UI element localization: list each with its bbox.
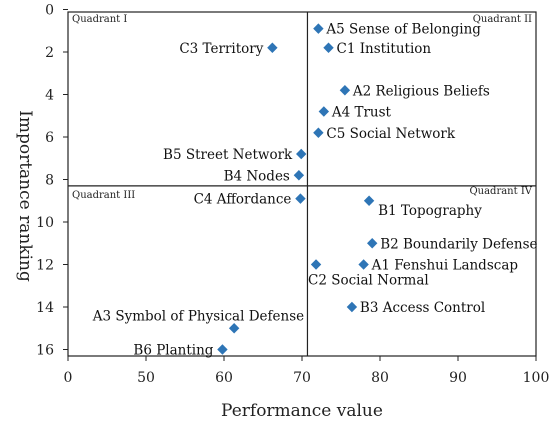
quadrant-label-1: Quadrant I bbox=[72, 14, 127, 25]
x-tick-label: 0 bbox=[64, 370, 73, 386]
quadrant-label-4: Quadrant IV bbox=[469, 186, 532, 197]
point-marker bbox=[358, 259, 369, 270]
y-tick-label: 10 bbox=[36, 215, 54, 231]
x-tick-label: 50 bbox=[137, 370, 155, 386]
quadrant-label-2: Quadrant II bbox=[473, 14, 532, 25]
point-marker bbox=[267, 42, 278, 53]
quadrant-label-3: Quadrant III bbox=[72, 190, 135, 201]
x-tick-label: 100 bbox=[523, 370, 550, 386]
point-label: B4 Nodes bbox=[224, 168, 290, 184]
point-label: A3 Symbol of Physical Defense bbox=[92, 308, 304, 324]
y-tick-label: 4 bbox=[45, 88, 54, 104]
point-label: B2 Boundarily Defense bbox=[380, 236, 537, 252]
y-tick-label: 12 bbox=[36, 258, 54, 274]
point-marker bbox=[339, 85, 351, 96]
point-label: A2 Religious Beliefs bbox=[352, 83, 490, 99]
y-tick-label: 0 bbox=[45, 3, 54, 19]
point-marker bbox=[228, 323, 240, 334]
point-marker bbox=[217, 344, 228, 355]
y-tick-label: 6 bbox=[45, 130, 54, 146]
x-tick-label: 90 bbox=[449, 370, 467, 386]
point-label: B6 Planting bbox=[133, 343, 213, 359]
point-label: C3 Territory bbox=[179, 41, 263, 57]
y-tick-label: 14 bbox=[36, 300, 54, 316]
point-marker bbox=[346, 301, 358, 313]
point-marker bbox=[313, 127, 324, 138]
point-marker bbox=[310, 259, 322, 270]
point-label: B5 Street Network bbox=[163, 147, 293, 163]
point-marker bbox=[323, 42, 334, 53]
point-marker bbox=[367, 238, 378, 249]
y-axis-title: Importance ranking bbox=[15, 110, 35, 282]
point-marker bbox=[293, 170, 305, 181]
point-marker bbox=[295, 193, 306, 204]
y-tick-label: 16 bbox=[36, 343, 54, 359]
point-label: A1 Fenshui Landscap bbox=[371, 258, 518, 274]
point-marker bbox=[363, 195, 375, 206]
x-tick-label: 70 bbox=[293, 370, 311, 386]
point-label: B3 Access Control bbox=[360, 300, 485, 316]
y-tick-label: 2 bbox=[45, 45, 54, 61]
point-marker bbox=[296, 148, 307, 160]
point-label: A5 Sense of Belonging bbox=[325, 22, 481, 38]
point-label: C2 Social Normal bbox=[308, 273, 429, 289]
point-label: C4 Affordance bbox=[194, 192, 292, 208]
x-axis-title: Performance value bbox=[221, 401, 383, 421]
y-tick-label: 8 bbox=[45, 173, 54, 189]
point-marker bbox=[313, 23, 324, 34]
point-label: A4 Trust bbox=[331, 105, 392, 121]
x-tick-label: 60 bbox=[215, 370, 233, 386]
point-marker bbox=[318, 106, 330, 117]
point-label: C5 Social Network bbox=[326, 126, 455, 142]
point-label: B1 Topography bbox=[378, 203, 482, 219]
x-tick-label: 80 bbox=[371, 370, 389, 386]
point-label: C1 Institution bbox=[337, 41, 432, 57]
